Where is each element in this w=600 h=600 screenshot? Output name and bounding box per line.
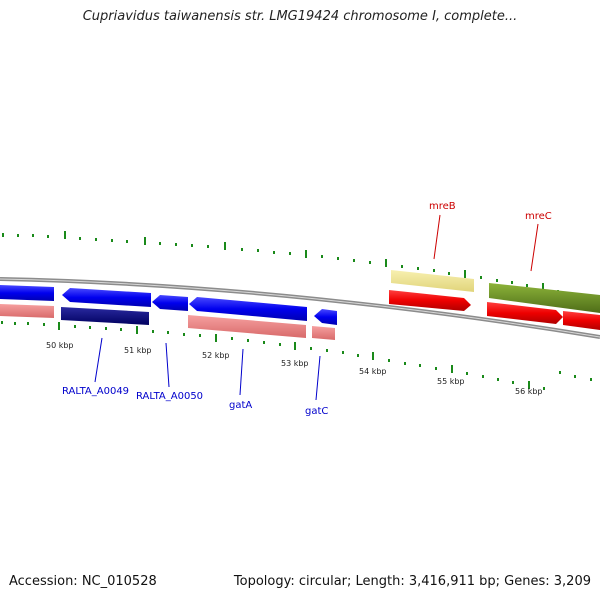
gene-ralta-a0049-dark[interactable]	[61, 307, 149, 325]
leader-ralta-a0049	[94, 337, 103, 383]
leader-gatC	[315, 355, 321, 401]
feature-mreC-olive[interactable]	[489, 283, 600, 313]
gene-ralta-a0050[interactable]	[152, 295, 188, 311]
scale-label-55: 55 kbp	[437, 377, 465, 386]
accession-text: Accession: NC_010528	[9, 574, 157, 589]
label-ralta-a0049[interactable]: RALTA_A0049	[62, 386, 129, 397]
scale-label-52: 52 kbp	[202, 351, 230, 360]
scale-label-50: 50 kbp	[46, 341, 74, 350]
inner-tick-track	[1, 321, 592, 390]
leader-ralta-a0050	[165, 342, 170, 388]
gene-mreB[interactable]	[389, 290, 471, 311]
label-gatA[interactable]: gatA	[229, 400, 252, 411]
gene-ralta-a0049[interactable]	[62, 288, 151, 307]
feature-mreB-pale[interactable]	[391, 270, 474, 292]
gene-gatC[interactable]	[314, 309, 337, 325]
gene-forward-right[interactable]	[563, 311, 600, 330]
rna-feature-gatC[interactable]	[312, 326, 335, 340]
scale-label-51: 51 kbp	[124, 346, 152, 355]
leader-gatA	[239, 348, 244, 396]
gene-gatA[interactable]	[189, 297, 307, 321]
scale-label-54: 54 kbp	[359, 367, 387, 376]
label-mreC[interactable]: mreC	[525, 211, 552, 222]
label-ralta-a0050[interactable]: RALTA_A0050	[136, 391, 203, 402]
scale-label-56: 56 kbp	[515, 387, 543, 396]
topology-summary: Topology: circular; Length: 3,416,911 bp…	[233, 574, 591, 589]
rna-feature-0[interactable]	[0, 304, 54, 318]
rna-feature-gatA[interactable]	[188, 315, 306, 338]
gene-mreC[interactable]	[487, 302, 563, 324]
label-mreB[interactable]: mreB	[429, 201, 456, 212]
map-title: Cupriavidus taiwanensis str. LMG19424 ch…	[82, 9, 518, 24]
gene-reverse-0[interactable]	[0, 285, 54, 301]
leader-mreC	[530, 223, 539, 272]
leader-mreB	[433, 214, 441, 260]
label-gatC[interactable]: gatC	[305, 406, 328, 417]
scale-label-53: 53 kbp	[281, 359, 309, 368]
